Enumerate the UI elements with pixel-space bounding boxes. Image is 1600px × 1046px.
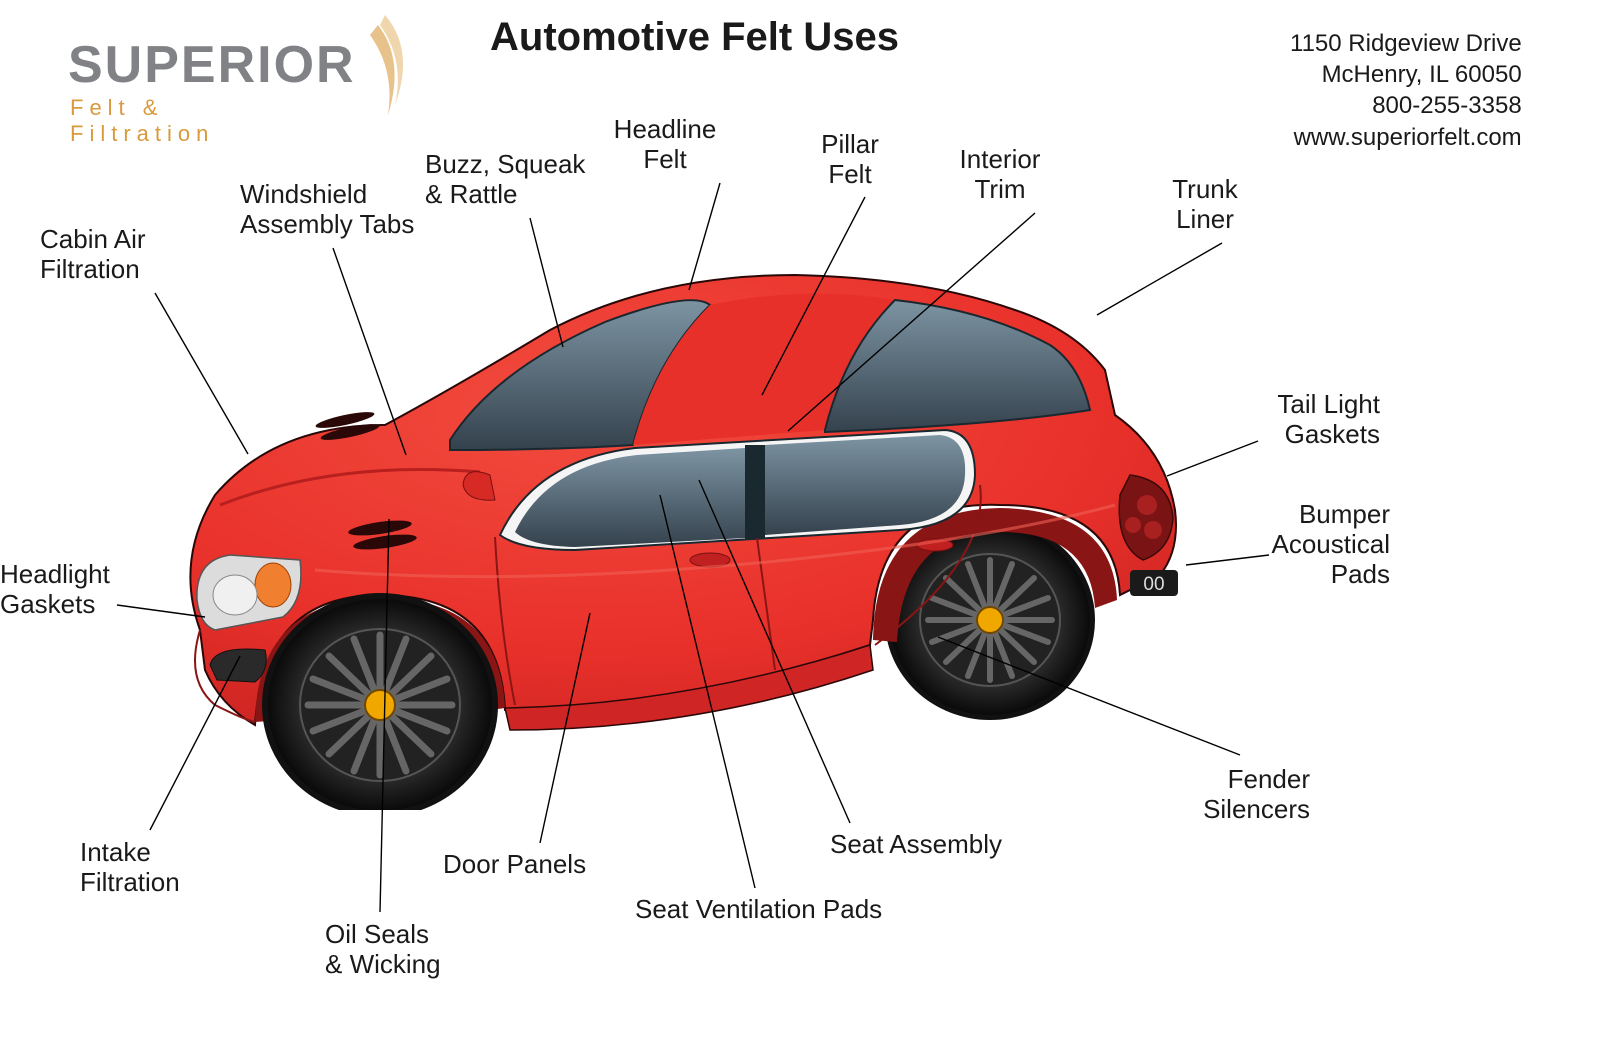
- contact-address-2: McHenry, IL 60050: [1290, 59, 1522, 90]
- car-front-grille: [210, 649, 266, 682]
- label-trunk-liner: Trunk Liner: [1172, 175, 1238, 235]
- label-buzz-squeak: Buzz, Squeak & Rattle: [425, 150, 585, 210]
- car-illustration: 00: [155, 250, 1215, 810]
- car-b-pillar: [745, 445, 765, 539]
- label-bumper-pads: Bumper Acoustical Pads: [1272, 500, 1391, 590]
- label-headlight-gask: Headlight Gaskets: [0, 560, 110, 620]
- license-plate: 00: [1130, 570, 1178, 596]
- contact-block: 1150 Ridgeview Drive McHenry, IL 60050 8…: [1290, 28, 1522, 153]
- contact-address-1: 1150 Ridgeview Drive: [1290, 28, 1522, 59]
- label-headline-felt: Headline Felt: [614, 115, 717, 175]
- label-cabin-air: Cabin Air Filtration: [40, 225, 146, 285]
- label-intake-filt: Intake Filtration: [80, 838, 180, 898]
- label-door-panels: Door Panels: [443, 850, 586, 880]
- contact-phone: 800-255-3358: [1290, 90, 1522, 121]
- label-interior-trim: Interior Trim: [960, 145, 1041, 205]
- label-seat-assembly: Seat Assembly: [830, 830, 1002, 860]
- logo-company-name: SUPERIOR: [68, 35, 356, 95]
- label-seat-vent: Seat Ventilation Pads: [635, 895, 882, 925]
- label-oil-seals: Oil Seals & Wicking: [325, 920, 441, 980]
- label-windshield-tabs: Windshield Assembly Tabs: [240, 180, 414, 240]
- page-title: Automotive Felt Uses: [490, 15, 899, 60]
- logo-tagline: Felt & Filtration: [70, 95, 214, 147]
- label-fender-silence: Fender Silencers: [1203, 765, 1310, 825]
- contact-website: www.superiorfelt.com: [1290, 122, 1522, 153]
- logo-swoosh-icon: [350, 10, 420, 130]
- svg-text:00: 00: [1143, 574, 1164, 595]
- front-wheel: [262, 593, 498, 810]
- label-pillar-felt: Pillar Felt: [821, 130, 879, 190]
- label-tail-light: Tail Light Gaskets: [1277, 390, 1380, 450]
